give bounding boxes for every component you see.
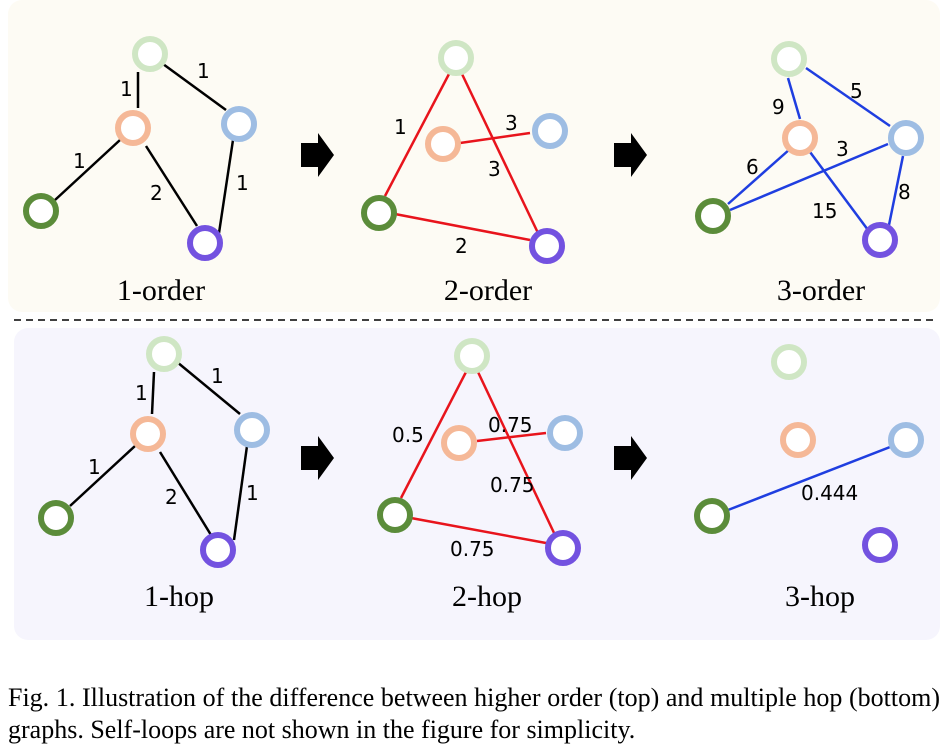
edge-d-e [410, 516, 547, 545]
node-e [862, 527, 898, 563]
edge-a-c [176, 361, 241, 415]
node-b [782, 120, 818, 156]
panel-3-hop: 0.444 3-hop [694, 344, 924, 613]
edge-label-b-e: 2 [165, 485, 178, 509]
edge-label-a-c: 5 [850, 79, 863, 103]
arrow-right-icon [614, 133, 647, 177]
edge-d-e [394, 212, 531, 242]
edge-label-a-c: 1 [197, 59, 210, 83]
node-c [221, 106, 257, 142]
edge-a-d [383, 73, 451, 197]
node-c [888, 120, 924, 156]
edge-a-c [162, 62, 227, 112]
edge-label-a-d: 0.5 [392, 423, 424, 447]
edge-label-d-b: 6 [746, 155, 759, 179]
node-e [862, 222, 898, 258]
node-a [438, 40, 474, 76]
panel-2-order: 1 3 3 2 2-order [361, 40, 568, 307]
edge-d-c [729, 142, 889, 212]
node-c [888, 422, 924, 458]
panel-label: 2-hop [452, 580, 522, 613]
node-e [529, 228, 565, 264]
panel-3-order: 9 5 6 3 15 8 3-order [695, 41, 924, 307]
edge-a-e [460, 73, 540, 234]
edge-b-c [459, 131, 531, 145]
node-e [200, 532, 236, 568]
edge-b-e [144, 145, 199, 227]
edge-label-a-b: 1 [120, 77, 133, 101]
edge-b-d [54, 139, 121, 201]
edge-b-d [69, 445, 136, 507]
node-d [361, 195, 397, 231]
edge-label-a-d: 1 [394, 115, 407, 139]
panel-label: 3-hop [785, 580, 855, 613]
edge-label-d-c: 3 [836, 137, 849, 161]
edge-label-a-b: 9 [772, 95, 785, 119]
node-a [146, 336, 182, 372]
edge-label-b-c: 0.75 [488, 413, 533, 437]
edge-label-d-e: 0.75 [450, 537, 495, 561]
node-b [115, 110, 151, 146]
panel-1-hop: 1 1 1 2 1 1-hop [38, 336, 270, 613]
figure-diagram: 1 1 1 2 1 1-order 1 3 3 2 2-order 9 [8, 0, 940, 640]
top-section-background [8, 0, 940, 312]
node-a [771, 41, 807, 77]
node-d [695, 198, 731, 234]
edge-d-c [727, 445, 891, 512]
edge-a-b [150, 371, 156, 415]
node-d [377, 497, 413, 533]
node-a [132, 36, 168, 72]
node-a [454, 338, 490, 374]
edge-a-b [786, 77, 802, 120]
node-d [38, 500, 74, 536]
node-b [780, 422, 816, 458]
edge-label-b-c: 3 [505, 111, 518, 135]
panel-label: 2-order [444, 274, 532, 307]
edge-b-c [476, 431, 547, 443]
bottom-section-background [14, 328, 940, 640]
edge-label-d-e: 2 [455, 234, 468, 258]
panel-label: 3-order [777, 274, 865, 307]
edge-label-d-c: 0.444 [801, 481, 858, 505]
edge-label-c-e: 1 [246, 481, 259, 505]
node-c [532, 113, 568, 149]
edge-c-e [887, 155, 905, 226]
node-c [234, 412, 270, 448]
panel-label: 1-order [117, 274, 205, 307]
arrow-right-icon [301, 133, 334, 177]
node-c [547, 415, 583, 451]
edge-label-a-c: 1 [211, 364, 224, 388]
node-b [441, 425, 477, 461]
edge-label-a-b: 1 [135, 381, 148, 405]
node-d [694, 498, 730, 534]
node-e [545, 530, 581, 566]
arrow-right-icon [614, 436, 647, 480]
edge-a-d [399, 371, 468, 499]
figure-caption: Fig. 1. Illustration of the difference b… [8, 683, 940, 744]
edge-b-e [158, 451, 213, 536]
edge-a-c [805, 66, 891, 128]
arrow-right-icon [301, 436, 334, 480]
edge-label-b-e: 2 [150, 181, 163, 205]
edge-d-b [727, 148, 791, 205]
edge-c-e [232, 445, 249, 541]
node-e [187, 225, 223, 261]
node-b [425, 126, 461, 162]
panel-1-order: 1 1 1 2 1 1-order [23, 36, 257, 307]
node-a [771, 344, 807, 380]
edge-b-e [808, 151, 870, 231]
edge-label-b-e: 15 [812, 199, 837, 223]
edge-label-b-d: 1 [88, 455, 101, 479]
edge-label-c-e: 8 [898, 180, 911, 204]
edge-c-e [217, 139, 235, 234]
panel-label: 1-hop [144, 580, 214, 613]
edge-label-a-e: 3 [488, 157, 501, 181]
edge-label-a-e: 0.75 [490, 473, 535, 497]
edge-label-c-e: 1 [236, 171, 249, 195]
node-d [23, 193, 59, 229]
panel-2-hop: 0.5 0.75 0.75 0.75 2-hop [377, 338, 583, 613]
node-b [130, 416, 166, 452]
edge-label-b-d: 1 [73, 149, 86, 173]
edge-a-e [476, 371, 557, 536]
